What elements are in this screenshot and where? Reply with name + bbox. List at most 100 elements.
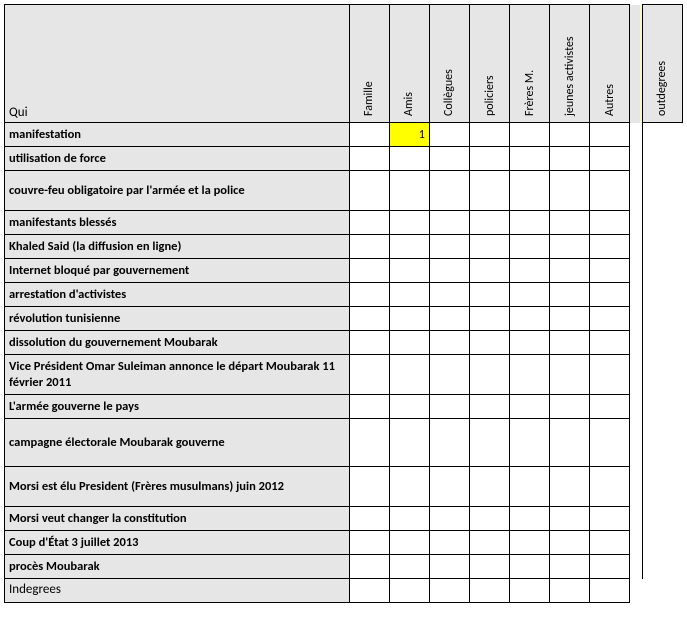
data-cell [429,123,469,147]
row-header: Internet bloqué par gouvernement [5,259,350,283]
data-cell [389,235,429,259]
data-cell [550,307,590,331]
gap-column [630,235,642,259]
gap-column [630,579,642,603]
indegree-cell [510,579,550,603]
gap-column [630,147,642,171]
row-header: couvre-feu obligatoire par l'armée et la… [5,171,350,211]
data-cell [469,123,509,147]
data-cell [349,283,389,307]
data-cell [389,355,429,395]
data-cell [429,555,469,579]
gap-column [630,555,642,579]
data-cell [469,507,509,531]
indegree-cell [550,579,590,603]
data-cell [349,467,389,507]
outdegree-cell [642,419,682,467]
data-cell [590,147,630,171]
data-cell [429,147,469,171]
data-cell [349,171,389,211]
header-row: Qui Famille Amis Collègues policiers Frè… [5,5,683,123]
table-row: Internet bloqué par gouvernement [5,259,683,283]
table-row: Vice Président Omar Suleiman annonce le … [5,355,683,395]
data-cell [349,331,389,355]
col-header-label: Amis [402,92,416,116]
row-header: Morsi est élu President (Frères musulman… [5,467,350,507]
data-cell [590,531,630,555]
data-cell [510,147,550,171]
row-header: Coup d'État 3 juillet 2013 [5,531,350,555]
outdegree-cell [642,211,682,235]
data-cell [429,531,469,555]
data-cell [590,283,630,307]
table-row: procès Moubarak [5,555,683,579]
data-cell [349,555,389,579]
data-cell [389,211,429,235]
data-cell [469,259,509,283]
row-header: dissolution du gouvernement Moubarak [5,331,350,355]
col-header: policiers [469,5,509,123]
col-header-label: Frères M. [523,70,537,116]
data-cell [389,419,429,467]
data-cell [590,507,630,531]
data-cell [590,419,630,467]
col-header-label: Famille [362,81,376,116]
outdegree-label: outdegrees [655,61,669,116]
indegree-cell [389,579,429,603]
data-cell [469,235,509,259]
table-row: Coup d'État 3 juillet 2013 [5,531,683,555]
data-cell [510,395,550,419]
gap-column [630,123,642,147]
data-cell [349,355,389,395]
data-cell [510,123,550,147]
col-header: Frères M. [510,5,550,123]
data-cell [469,419,509,467]
outdegree-cell [642,531,682,555]
data-cell [590,123,630,147]
gap-column [630,507,642,531]
data-cell [550,211,590,235]
table-row: Morsi est élu President (Frères musulman… [5,467,683,507]
data-cell [510,307,550,331]
row-header: manifestants blessés [5,211,350,235]
data-cell [469,531,509,555]
data-cell [469,211,509,235]
outdegree-cell [642,355,682,395]
data-cell [510,355,550,395]
data-cell [590,211,630,235]
data-cell [550,531,590,555]
data-cell [550,147,590,171]
data-cell [550,235,590,259]
row-header: manifestation [5,123,350,147]
gap-column [630,283,642,307]
data-cell [550,419,590,467]
col-header: Amis [389,5,429,123]
data-cell [590,171,630,211]
data-cell [389,171,429,211]
col-header: Collègues [429,5,469,123]
col-header: Autres [590,5,630,123]
data-cell [349,147,389,171]
indegree-header: Indegrees [5,579,350,603]
outdegree-cell [642,235,682,259]
outdegree-cell [642,507,682,531]
indegree-cell [469,579,509,603]
row-header: procès Moubarak [5,555,350,579]
gap-column [630,467,642,507]
table-row: dissolution du gouvernement Moubarak [5,331,683,355]
outdegree-cell [642,259,682,283]
data-cell [429,235,469,259]
data-cell [389,507,429,531]
gap-column [630,395,642,419]
data-cell [590,307,630,331]
data-cell [510,171,550,211]
table-row: manifestation1 [5,123,683,147]
indegree-cell [349,579,389,603]
row-header: campagne électorale Moubarak gouverne [5,419,350,467]
outdegree-header: outdegrees [642,5,682,123]
data-cell [429,507,469,531]
data-cell [469,331,509,355]
table-row: Khaled Said (la diffusion en ligne) [5,235,683,259]
data-cell [349,507,389,531]
data-cell [389,555,429,579]
